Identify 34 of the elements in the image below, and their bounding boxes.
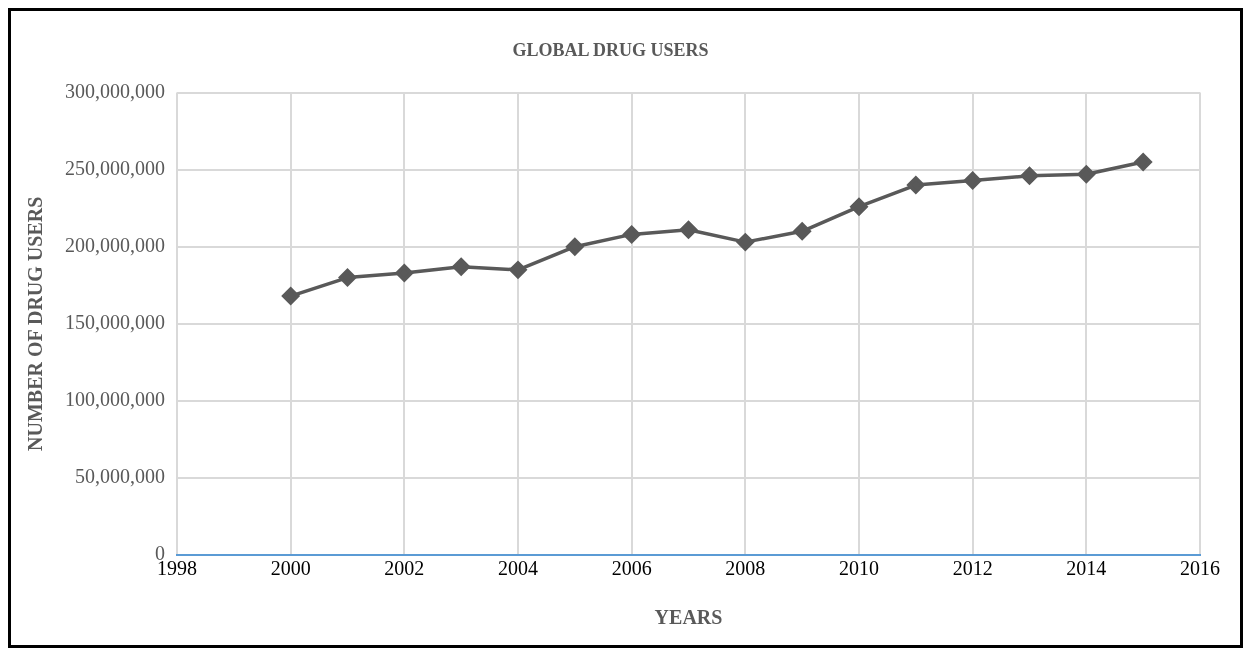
point <box>566 237 584 256</box>
y-tick-label: 50,000,000 <box>75 465 165 488</box>
x-tick-label: 2008 <box>725 557 766 580</box>
x-tick-label: 2016 <box>1180 557 1220 580</box>
y-tick-label: 300,000,000 <box>65 79 165 102</box>
y-tick-label: 250,000,000 <box>65 156 165 179</box>
point <box>963 171 982 190</box>
y-tick-label: 150,000,000 <box>65 311 165 334</box>
point <box>1134 153 1152 171</box>
point <box>1020 167 1039 185</box>
point <box>395 264 414 282</box>
y-axis-title: NUMBER OF DRUG USERS <box>24 196 47 451</box>
point <box>281 287 300 305</box>
point <box>509 261 527 279</box>
point <box>793 222 811 241</box>
point <box>850 197 868 216</box>
point <box>452 258 470 276</box>
chart-title: GLOBAL DRUG USERS <box>512 40 709 61</box>
x-tick-label: 2000 <box>270 557 311 580</box>
point <box>736 233 755 251</box>
x-tick-label: 2004 <box>498 557 538 580</box>
point <box>1077 165 1096 184</box>
x-tick-label: 2006 <box>611 557 652 580</box>
point <box>338 268 357 287</box>
x-axis-title: YEARS <box>654 606 723 629</box>
x-tick-label: 2012 <box>952 557 993 580</box>
x-tick-label: 2002 <box>384 557 425 580</box>
point <box>622 225 641 244</box>
x-tick-label: 2014 <box>1066 557 1107 580</box>
y-tick-label: 200,000,000 <box>65 233 165 256</box>
point <box>679 221 698 239</box>
x-tick-label: 2010 <box>839 557 879 580</box>
point <box>907 176 925 194</box>
y-tick-label: 100,000,000 <box>65 388 165 411</box>
